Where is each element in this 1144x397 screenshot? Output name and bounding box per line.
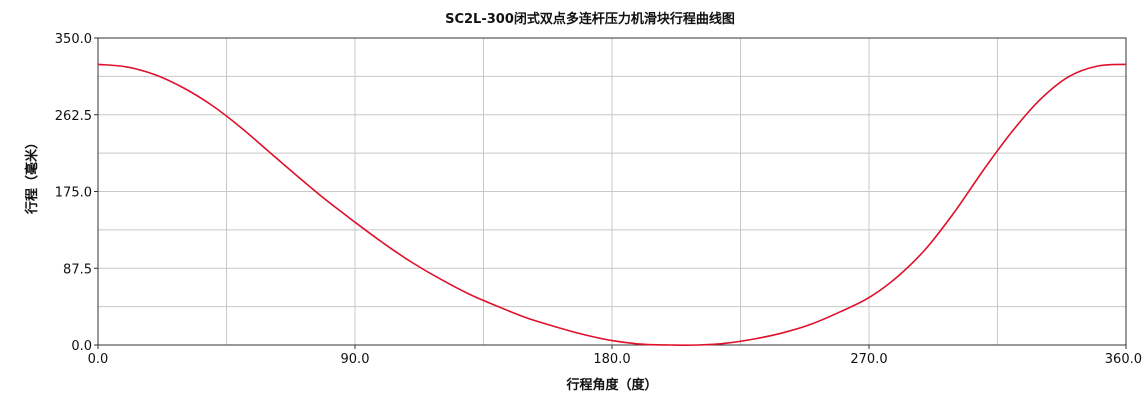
x-tick-label-0: 0.0 xyxy=(88,352,109,367)
y-tick-label-4: 350.0 xyxy=(55,32,92,47)
series-line xyxy=(97,63,1127,346)
y-tick-label-2: 175.0 xyxy=(55,186,92,201)
x-axis-label: 行程角度（度） xyxy=(565,377,657,393)
chart-title: SC2L-300闭式双点多连杆压力机滑块行程曲线图 xyxy=(445,11,735,27)
x-tick-label-4: 360.0 xyxy=(1105,352,1142,367)
y-tick-label-3: 262.5 xyxy=(55,109,92,124)
y-axis-label: 行程（毫米） xyxy=(24,136,40,215)
x-tick-label-1: 90.0 xyxy=(341,352,370,367)
tick-labels: 0.0 90.0 180.0 270.0 360.0 0.0 87.5 175.0 262.5 3… xyxy=(55,32,1142,367)
y-tick-label-1: 87.5 xyxy=(63,262,92,277)
y-tick-label-0: 0.0 xyxy=(71,339,92,354)
x-tick-label-3: 270.0 xyxy=(850,352,887,367)
x-tick-label-2: 180.0 xyxy=(593,352,630,367)
